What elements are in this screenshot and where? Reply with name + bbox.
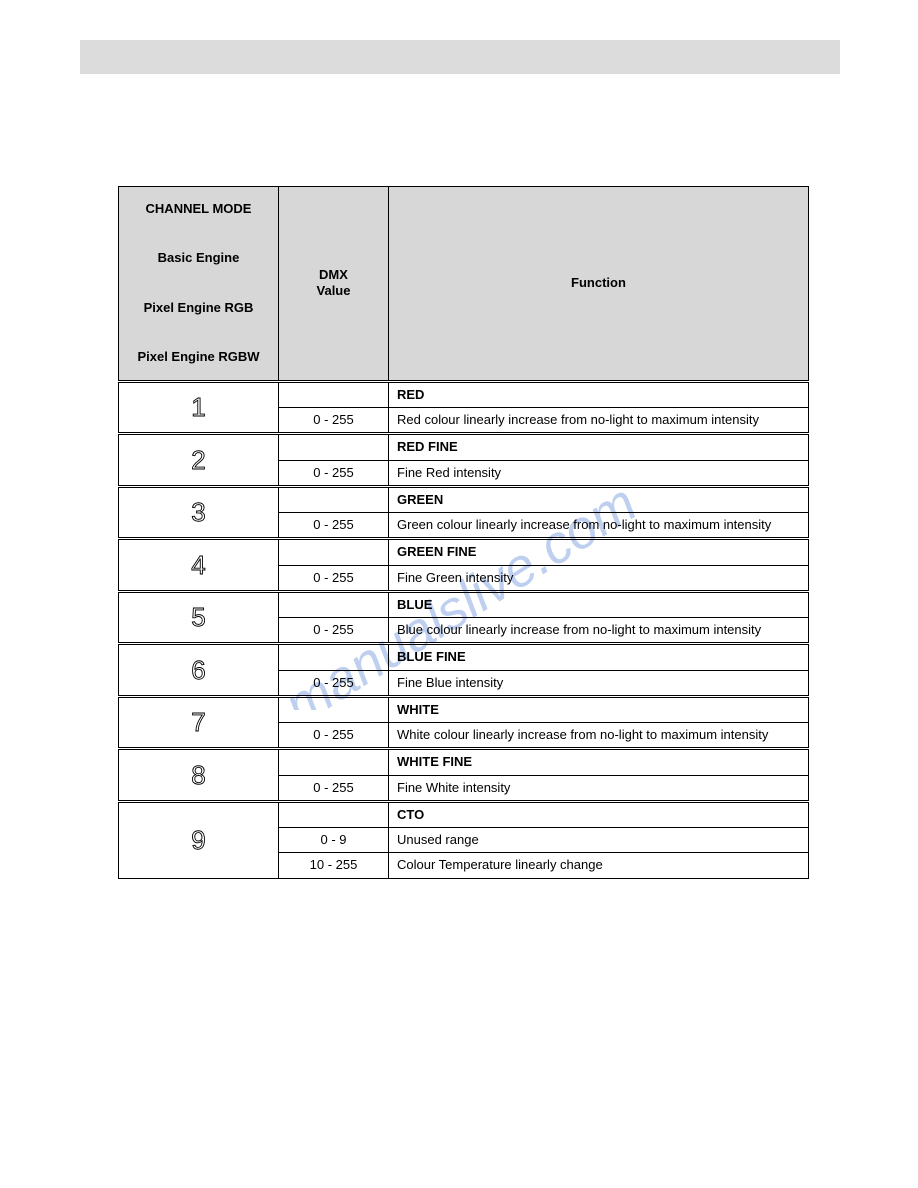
dmx-value-cell [279,644,389,670]
function-desc-cell: Green colour linearly increase from no-l… [389,513,809,539]
function-desc-cell: White colour linearly increase from no-l… [389,723,809,749]
dmx-value-cell [279,749,389,775]
dmx-value-cell [279,591,389,617]
dmx-value-cell: 0 - 255 [279,513,389,539]
channel-number: 1 [119,381,279,434]
channel-number: 2 [119,434,279,487]
dmx-value-cell: 0 - 9 [279,828,389,853]
header-bar [80,40,840,74]
channel-number: 8 [119,749,279,802]
table-row: 3GREEN [119,486,809,512]
table-row: 5BLUE [119,591,809,617]
table-row: 4GREEN FINE [119,539,809,565]
function-title-cell: BLUE [389,591,809,617]
dmx-value-cell [279,434,389,460]
function-title-cell: RED FINE [389,434,809,460]
dmx-value-cell: 0 - 255 [279,565,389,591]
dmx-value-cell [279,696,389,722]
function-desc-cell: Fine Green intensity [389,565,809,591]
table-row: 2RED FINE [119,434,809,460]
function-desc-cell: Red colour linearly increase from no-lig… [389,408,809,434]
dmx-value-cell: 0 - 255 [279,408,389,434]
dmx-value-cell: 0 - 255 [279,723,389,749]
function-desc-cell: Fine White intensity [389,775,809,801]
dmx-value-cell [279,801,389,827]
header-function: Function [389,187,809,382]
function-title-cell: CTO [389,801,809,827]
dmx-channel-table: CHANNEL MODE Basic Engine Pixel Engine R… [118,186,809,879]
function-desc-cell: Fine Red intensity [389,460,809,486]
table-row: 7WHITE [119,696,809,722]
function-title-cell: GREEN [389,486,809,512]
dmx-table-container: CHANNEL MODE Basic Engine Pixel Engine R… [118,186,808,879]
dmx-value-cell: 0 - 255 [279,775,389,801]
function-title-cell: RED [389,381,809,407]
dmx-value-cell [279,486,389,512]
table-row: 9CTO [119,801,809,827]
function-title-cell: BLUE FINE [389,644,809,670]
table-header-row: CHANNEL MODE Basic Engine Pixel Engine R… [119,187,809,382]
channel-number: 7 [119,696,279,749]
function-desc-cell: Unused range [389,828,809,853]
function-desc-cell: Blue colour linearly increase from no-li… [389,618,809,644]
channel-number: 4 [119,539,279,592]
table-row: 6BLUE FINE [119,644,809,670]
function-desc-cell: Colour Temperature linearly change [389,853,809,878]
channel-number: 3 [119,486,279,539]
dmx-value-cell: 0 - 255 [279,460,389,486]
channel-number: 5 [119,591,279,644]
dmx-value-cell: 0 - 255 [279,670,389,696]
function-title-cell: WHITE FINE [389,749,809,775]
function-title-cell: GREEN FINE [389,539,809,565]
function-desc-cell: Fine Blue intensity [389,670,809,696]
channel-number: 6 [119,644,279,697]
dmx-value-cell: 0 - 255 [279,618,389,644]
dmx-value-cell: 10 - 255 [279,853,389,878]
header-channel-mode: CHANNEL MODE Basic Engine Pixel Engine R… [119,187,279,382]
header-dmx-value: DMX Value [279,187,389,382]
channel-number: 9 [119,801,279,878]
table-row: 1RED [119,381,809,407]
table-row: 8WHITE FINE [119,749,809,775]
dmx-value-cell [279,539,389,565]
dmx-value-cell [279,381,389,407]
function-title-cell: WHITE [389,696,809,722]
